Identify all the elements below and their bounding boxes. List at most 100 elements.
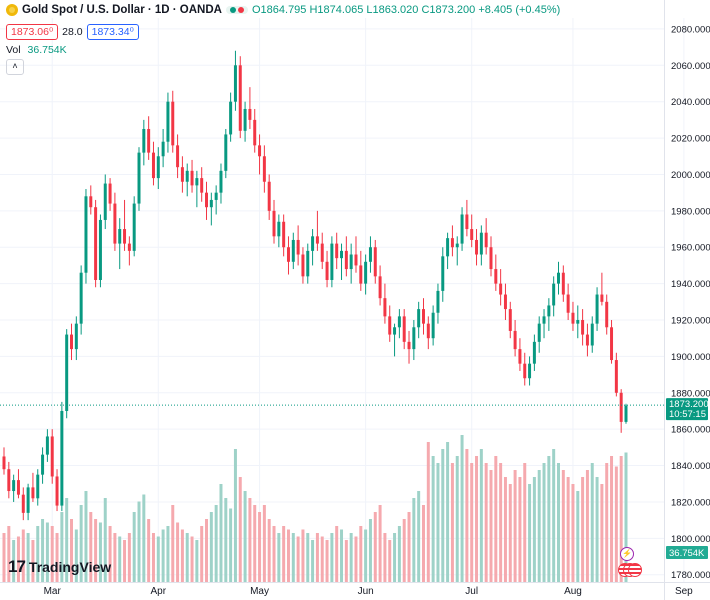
volume-bar [518,477,522,582]
collapse-legend-button[interactable]: ˄ [6,59,24,75]
candle-body [581,320,585,335]
volume-bar [21,529,25,582]
candle-body [248,108,252,120]
candle-body [267,181,271,211]
economic-events-icon[interactable] [618,563,644,577]
volume-bar [402,519,406,582]
volume-bar [84,491,88,582]
volume-bar [470,463,474,582]
y-tick-label: 1960.000 [671,243,710,254]
candle-body [446,238,450,257]
candle-body [156,156,160,179]
volume-bar [41,519,45,582]
volume-bar [581,477,585,582]
candle-body [45,436,49,455]
volume-bar [354,536,358,582]
candle-body [484,232,488,248]
gold-coin-icon [6,4,18,16]
open-value: O1864.795 [251,4,307,16]
x-tick-label: Jul [465,586,478,597]
spread-value: 28.0 [62,26,83,38]
volume-bar [248,498,252,582]
candle-body [296,239,300,255]
sell-button[interactable]: 1873.06⁰ [6,24,59,40]
y-tick-label: 1940.000 [671,279,710,290]
symbol-title[interactable]: Gold Spot / U.S. Dollar · 1D · OANDA [22,4,222,16]
volume-bar [7,526,11,582]
candle-body [171,101,175,146]
volume-bar [576,491,580,582]
candle-body [315,236,319,244]
candle-body [552,283,556,306]
volume-bar [557,463,560,582]
candle-body [55,476,59,506]
volume-bar [595,477,599,582]
candle-body [161,141,165,157]
volume-bar [590,463,594,582]
volume-bar [330,533,334,582]
volume-bar [320,536,324,582]
candle-body [79,272,83,324]
candle-body [320,243,324,262]
candle-body [123,229,127,244]
volume-bar [311,540,315,582]
symbol-legend: Gold Spot / U.S. Dollar · 1D · OANDA O18… [6,4,560,16]
candle-body [185,170,189,182]
volume-bar [253,505,257,582]
time-axis[interactable]: MarAprMayJunJulAugSepOct [44,586,710,597]
close-value: C1873.200 [421,4,476,16]
candle-body [277,221,281,237]
volume-bar [325,540,329,582]
volume-bar [431,456,435,582]
market-status-toggle[interactable] [225,6,248,14]
candle-body [65,334,69,411]
buy-button[interactable]: 1873.34⁰ [86,24,139,40]
candle-body [229,101,233,135]
volume-bar [50,526,54,582]
volume-bar [123,540,127,582]
x-tick-label: Jun [358,586,374,597]
candle-body [373,247,377,277]
candle-body [619,392,623,422]
volume-bar [31,540,35,582]
candle-body [508,309,512,331]
volume-legend: Vol 36.754K [6,44,67,56]
volume-bar [364,529,368,582]
candle-body [282,221,286,248]
volume-bar [393,533,397,582]
volume-bar [547,456,551,582]
candle-body [36,474,40,499]
volume-bar [624,452,628,582]
candle-body [479,232,483,255]
y-tick-label: 1980.000 [671,206,710,217]
tradingview-logo-text: TradingView [28,559,112,575]
volume-bar [349,533,353,582]
volume-bar [605,463,609,582]
candle-body [605,301,609,328]
volume-bar [508,484,512,582]
candle-body [566,294,570,313]
volume-bar [45,522,49,582]
volume-bar [205,519,209,582]
price-axis[interactable]: 1780.000 1800.000 1820.000 1840.000 1860.000… [671,24,710,581]
ohlc-values: O1864.795 H1874.065 L1863.020 C1873.200 … [252,4,560,16]
volume-bar [70,519,73,582]
candle-body [74,323,78,350]
tradingview-logo-mark: 17 [8,557,26,576]
candle-body [253,119,257,146]
trade-buttons: 1873.06⁰ 28.0 1873.34⁰ [6,24,139,40]
volume-bar [219,484,223,582]
candle-body [224,134,228,171]
candle-body [21,494,25,513]
candle-body [340,250,344,259]
volume-bar [142,494,146,582]
volume-bar [344,540,348,582]
y-tick-label: 2020.000 [671,134,710,145]
candle-body [142,128,146,153]
volume-bar [238,477,242,582]
flash-icon[interactable]: ⚡ [620,547,634,561]
volume-bar [397,526,401,582]
tradingview-logo[interactable]: 17 TradingView [8,557,111,577]
